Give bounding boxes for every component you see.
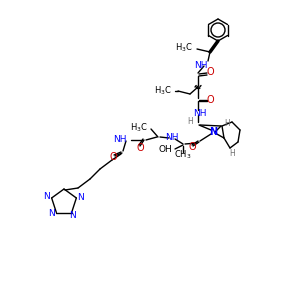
Text: N: N bbox=[209, 127, 217, 137]
Text: O: O bbox=[188, 142, 196, 152]
Text: O: O bbox=[206, 95, 214, 105]
Text: N: N bbox=[69, 211, 76, 220]
Text: N: N bbox=[48, 209, 55, 218]
Text: N: N bbox=[77, 194, 84, 202]
Text: NH: NH bbox=[193, 110, 207, 118]
Text: N: N bbox=[43, 193, 50, 202]
Text: OH: OH bbox=[158, 146, 172, 154]
Text: H$_3$C: H$_3$C bbox=[130, 122, 148, 134]
Text: NH: NH bbox=[165, 134, 179, 142]
Text: O: O bbox=[206, 67, 214, 77]
Text: H: H bbox=[229, 149, 235, 158]
Text: H: H bbox=[187, 118, 193, 127]
Text: H: H bbox=[224, 118, 230, 127]
Text: O: O bbox=[136, 143, 144, 153]
Text: H$_3$C: H$_3$C bbox=[154, 85, 172, 97]
Text: O: O bbox=[109, 152, 117, 162]
Text: H$_3$C: H$_3$C bbox=[175, 42, 193, 54]
Text: NH: NH bbox=[194, 61, 208, 70]
Text: NH: NH bbox=[113, 136, 127, 145]
Text: CH$_3$: CH$_3$ bbox=[174, 149, 192, 161]
